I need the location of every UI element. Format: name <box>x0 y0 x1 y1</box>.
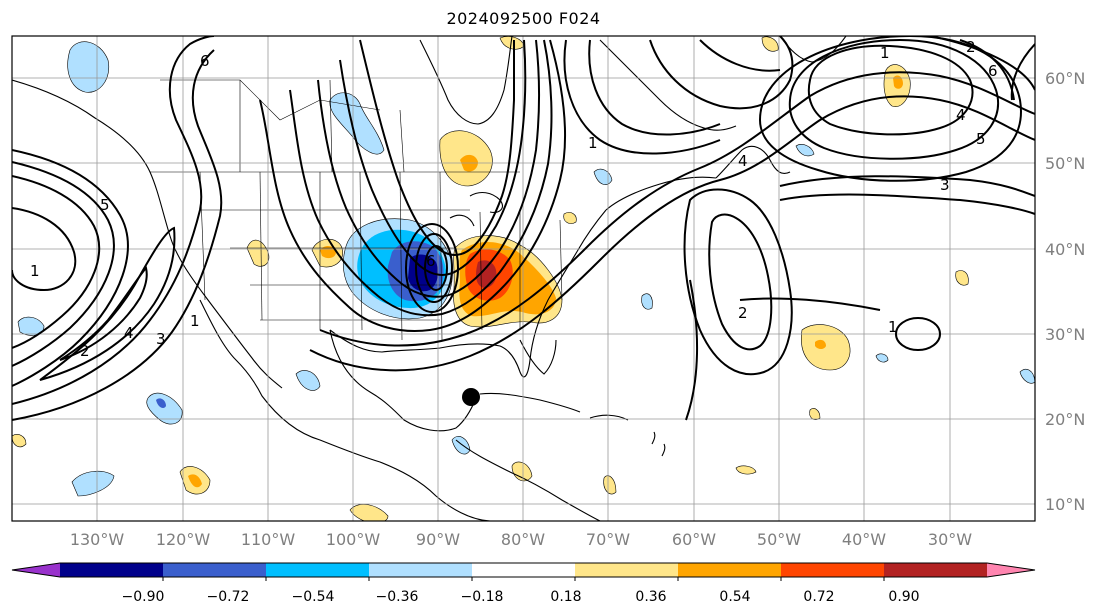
colorbar-extend-high <box>987 563 1035 577</box>
lon-label-40w: 40°W <box>842 530 886 549</box>
contour-label-1e: 1 <box>190 312 200 330</box>
lon-label-60w: 60°W <box>672 530 716 549</box>
colorbar-segment <box>472 563 576 577</box>
contour-label-3: 3 <box>156 330 166 348</box>
latitude-labels: 60°N 50°N 40°N 30°N 20°N 10°N <box>1045 69 1085 514</box>
storm-center-marker <box>462 388 480 406</box>
lon-label-80w: 80°W <box>501 530 545 549</box>
contour-label-5: 5 <box>100 196 110 214</box>
contours <box>12 36 1035 421</box>
lon-label-100w: 100°W <box>326 530 381 549</box>
colorbar-tick-label: 0.18 <box>550 589 581 605</box>
map-frame <box>11 35 1036 522</box>
contour-label-6: 6 <box>200 52 210 70</box>
lat-label-10n: 10°N <box>1045 495 1085 514</box>
colorbar-tick-label: 0.72 <box>803 589 834 605</box>
political-boundaries <box>150 79 563 341</box>
colorbar <box>11 562 1036 581</box>
lon-label-110w: 110°W <box>241 530 296 549</box>
colorbar-tick-label: −0.54 <box>292 589 335 605</box>
colorbar-segment <box>575 563 679 577</box>
longitude-labels: 130°W 120°W 110°W 100°W 90°W 80°W 70°W 6… <box>70 530 972 549</box>
colorbar-segment <box>678 563 782 577</box>
lon-label-90w: 90°W <box>416 530 460 549</box>
colorbar-tick-label: 0.90 <box>888 589 919 605</box>
contour-label-3b: 3 <box>940 176 950 194</box>
colorbar-tick-label: 0.36 <box>635 589 666 605</box>
colorbar-segment <box>884 563 988 577</box>
lat-label-30n: 30°N <box>1045 325 1085 344</box>
lon-label-50w: 50°W <box>757 530 801 549</box>
contour-label-2: 2 <box>80 342 90 360</box>
colorbar-segment <box>266 563 370 577</box>
colorbar-labels: −0.90 −0.72 −0.54 −0.36 −0.18 0.18 0.36 … <box>122 589 920 605</box>
colorbar-tick-label: −0.36 <box>376 589 419 605</box>
contour-label-1: 1 <box>30 262 40 280</box>
lon-label-130w: 130°W <box>70 530 125 549</box>
map-title: 2024092500 F024 <box>446 9 601 28</box>
contour-label-2c: 2 <box>738 304 748 322</box>
colorbar-segment <box>163 563 267 577</box>
lat-label-50n: 50°N <box>1045 154 1085 173</box>
contour-label-4b: 4 <box>956 106 966 124</box>
colorbar-tick-label: −0.72 <box>207 589 250 605</box>
colorbar-segment <box>369 563 473 577</box>
colorbar-segment <box>60 563 164 577</box>
contour-label-6c: 6 <box>426 252 436 270</box>
contour-label-2b: 2 <box>966 38 976 56</box>
lat-label-20n: 20°N <box>1045 410 1085 429</box>
colorbar-outline <box>11 562 1036 578</box>
lon-label-120w: 120°W <box>156 530 211 549</box>
lat-label-40n: 40°N <box>1045 240 1085 259</box>
contour-label-6b: 6 <box>988 62 998 80</box>
contour-label-4: 4 <box>124 324 134 342</box>
lat-label-60n: 60°N <box>1045 69 1085 88</box>
contour-label-1b: 1 <box>588 134 598 152</box>
graticule <box>12 36 1035 521</box>
contour-label-4c: 4 <box>738 152 748 170</box>
lon-label-30w: 30°W <box>928 530 972 549</box>
colorbar-segment <box>781 563 885 577</box>
colorbar-tick-label: 0.54 <box>719 589 750 605</box>
colorbar-extend-low <box>12 563 60 577</box>
contour-label-1c: 1 <box>880 44 890 62</box>
contour-label-1d: 1 <box>888 318 898 336</box>
contour-labels: 1 2 3 4 5 6 1 1 2 6 4 5 3 2 1 4 1 6 <box>30 38 998 360</box>
colorbar-tick-label: −0.18 <box>461 589 504 605</box>
lon-label-70w: 70°W <box>586 530 630 549</box>
contour-label-5b: 5 <box>976 130 986 148</box>
colorbar-tick-label: −0.90 <box>122 589 165 605</box>
